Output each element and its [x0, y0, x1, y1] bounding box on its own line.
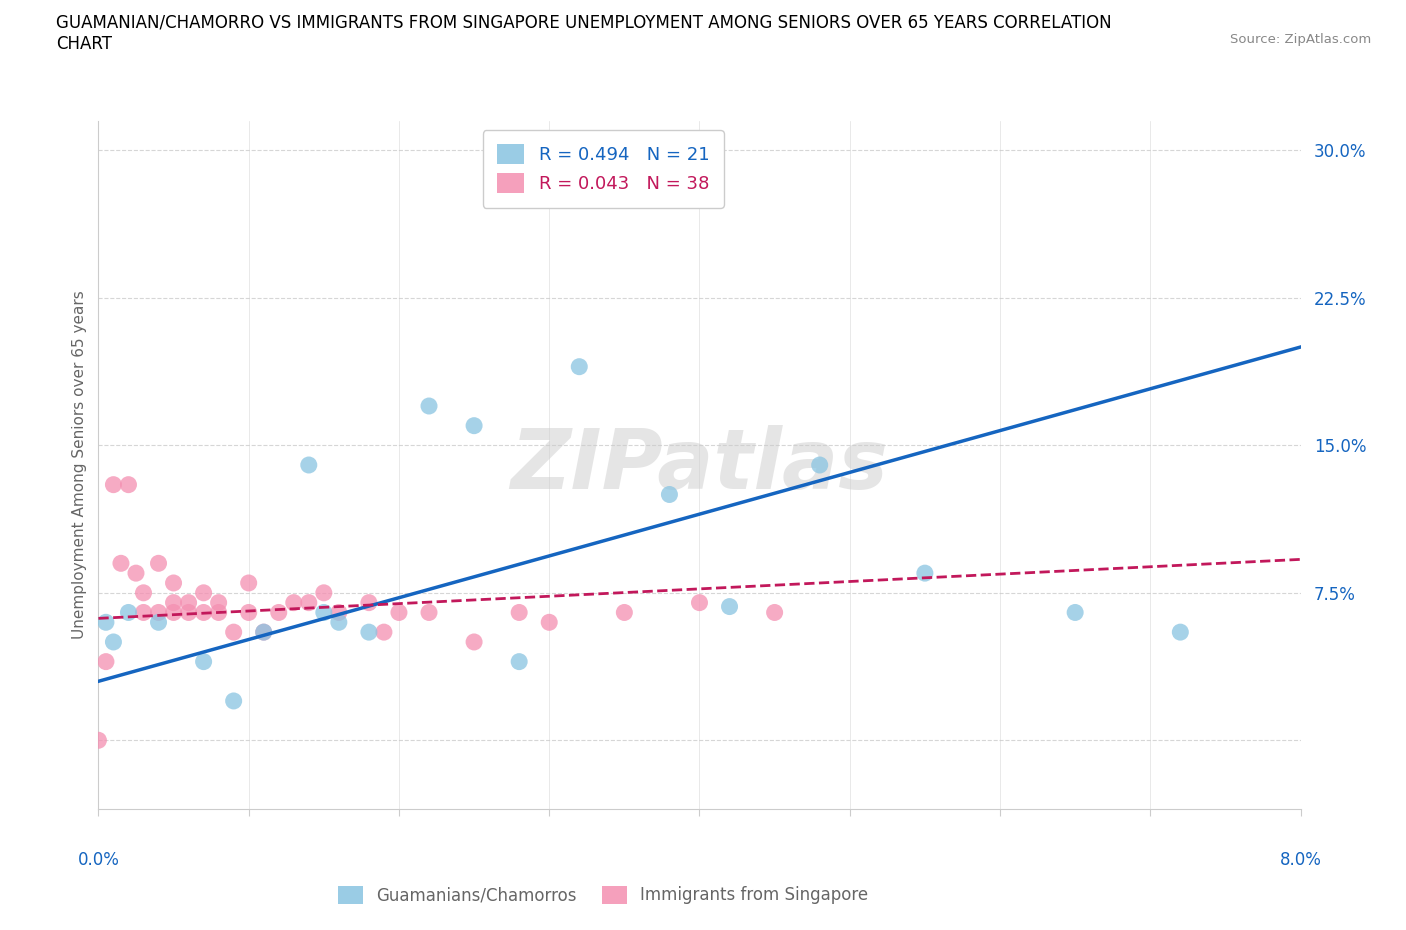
- Point: [508, 605, 530, 620]
- Point: [162, 576, 184, 591]
- Text: Source: ZipAtlas.com: Source: ZipAtlas.com: [1230, 33, 1371, 46]
- Point: [208, 605, 231, 620]
- Point: [658, 487, 681, 502]
- Text: 8.0%: 8.0%: [1279, 851, 1322, 870]
- Point: [238, 605, 260, 620]
- Point: [87, 733, 110, 748]
- Point: [94, 654, 117, 669]
- Point: [808, 458, 831, 472]
- Point: [463, 418, 485, 433]
- Legend: Guamanians/Chamorros, Immigrants from Singapore: Guamanians/Chamorros, Immigrants from Si…: [332, 879, 875, 910]
- Point: [148, 556, 170, 571]
- Point: [193, 654, 215, 669]
- Point: [298, 595, 321, 610]
- Point: [418, 399, 440, 414]
- Point: [132, 585, 155, 600]
- Point: [117, 477, 139, 492]
- Point: [613, 605, 636, 620]
- Point: [94, 615, 117, 630]
- Point: [508, 654, 530, 669]
- Point: [162, 595, 184, 610]
- Point: [193, 605, 215, 620]
- Point: [357, 595, 380, 610]
- Point: [117, 605, 139, 620]
- Point: [177, 595, 200, 610]
- Point: [148, 615, 170, 630]
- Point: [1064, 605, 1087, 620]
- Point: [914, 565, 936, 580]
- Point: [718, 599, 741, 614]
- Point: [267, 605, 290, 620]
- Y-axis label: Unemployment Among Seniors over 65 years: Unemployment Among Seniors over 65 years: [72, 290, 87, 640]
- Point: [177, 605, 200, 620]
- Point: [283, 595, 305, 610]
- Text: 0.0%: 0.0%: [77, 851, 120, 870]
- Text: GUAMANIAN/CHAMORRO VS IMMIGRANTS FROM SINGAPORE UNEMPLOYMENT AMONG SENIORS OVER : GUAMANIAN/CHAMORRO VS IMMIGRANTS FROM SI…: [56, 14, 1112, 32]
- Point: [357, 625, 380, 640]
- Point: [298, 458, 321, 472]
- Point: [388, 605, 411, 620]
- Text: ZIPatlas: ZIPatlas: [510, 424, 889, 506]
- Point: [253, 625, 276, 640]
- Point: [208, 595, 231, 610]
- Point: [538, 615, 561, 630]
- Point: [763, 605, 786, 620]
- Point: [103, 477, 125, 492]
- Point: [463, 634, 485, 649]
- Point: [418, 605, 440, 620]
- Point: [162, 605, 184, 620]
- Point: [222, 625, 245, 640]
- Point: [312, 585, 335, 600]
- Point: [312, 605, 335, 620]
- Point: [125, 565, 148, 580]
- Point: [193, 585, 215, 600]
- Point: [688, 595, 710, 610]
- Point: [148, 605, 170, 620]
- Point: [132, 605, 155, 620]
- Point: [238, 576, 260, 591]
- Point: [373, 625, 395, 640]
- Point: [110, 556, 132, 571]
- Point: [1168, 625, 1191, 640]
- Point: [103, 634, 125, 649]
- Point: [568, 359, 591, 374]
- Point: [328, 605, 350, 620]
- Text: CHART: CHART: [56, 35, 112, 53]
- Point: [253, 625, 276, 640]
- Point: [328, 615, 350, 630]
- Point: [222, 694, 245, 709]
